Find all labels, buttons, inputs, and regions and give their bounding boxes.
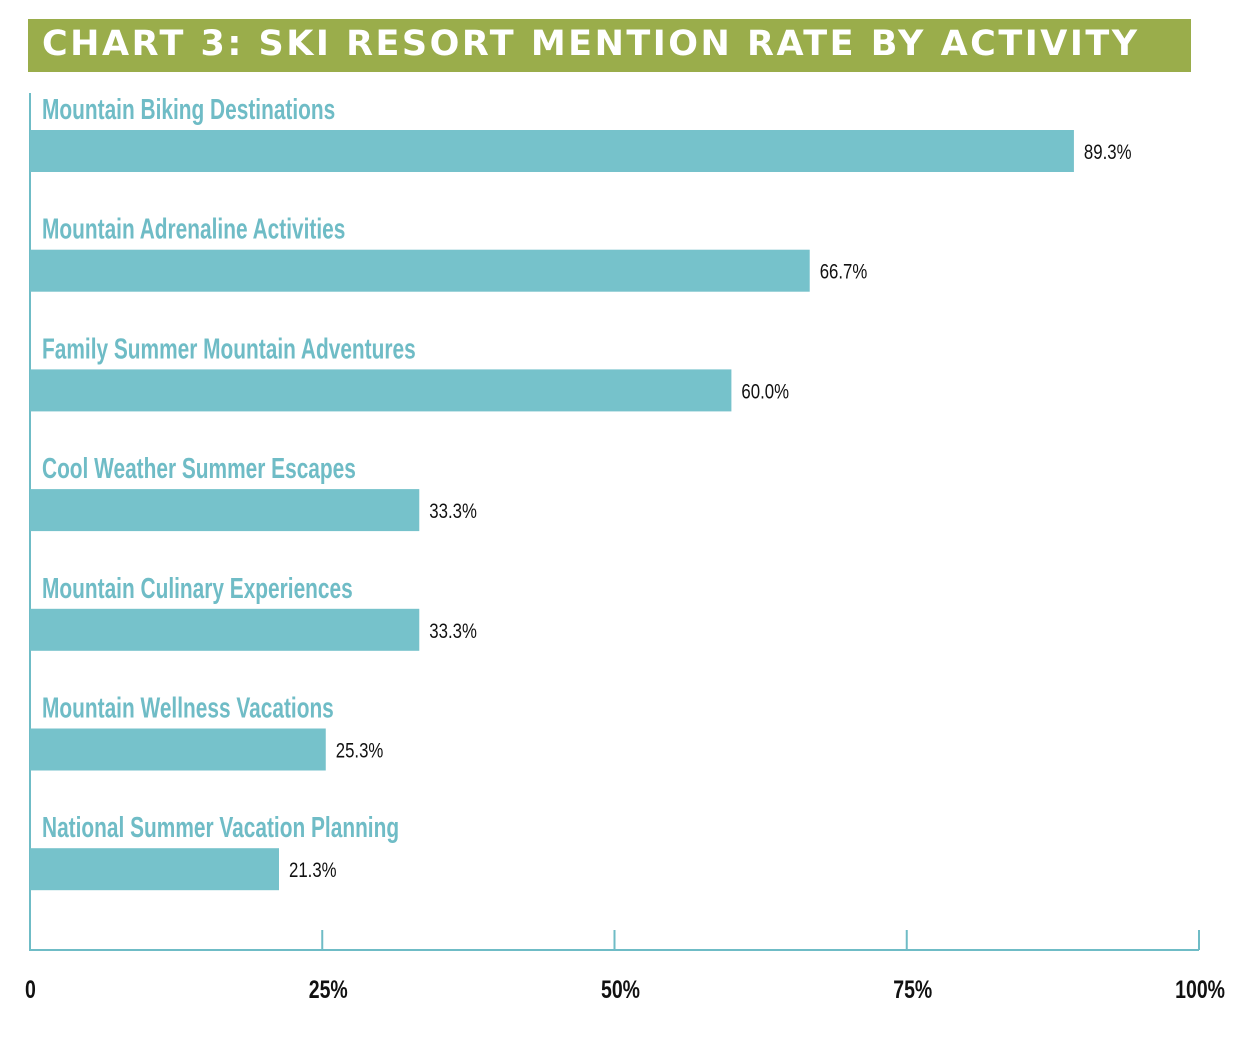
category-label: Cool Weather Summer Escapes [42, 453, 356, 485]
bar-value-label: 21.3% [289, 860, 337, 883]
title-banner: CHART 3: SKI RESORT MENTION RATE BY ACTI… [28, 19, 1191, 72]
x-tick-label: 25% [309, 976, 348, 1004]
bar [30, 130, 1074, 172]
x-tick-label: 100% [1175, 976, 1225, 1004]
x-tick-label: 75% [893, 976, 932, 1004]
category-label: Mountain Culinary Experiences [42, 573, 353, 605]
bar-value-label: 89.3% [1084, 141, 1132, 164]
bar [30, 728, 326, 771]
bar-value-label: 33.3% [429, 500, 477, 523]
bar-value-label: 66.7% [820, 261, 868, 284]
category-label: Mountain Wellness Vacations [42, 692, 334, 724]
category-label: Mountain Adrenaline Activities [42, 213, 345, 245]
bar [30, 369, 732, 412]
bar-value-label: 33.3% [429, 620, 477, 643]
category-label: Mountain Biking Destinations [42, 94, 335, 126]
x-tick-label: 0 [25, 976, 36, 1004]
bar [30, 848, 279, 891]
bar [30, 249, 810, 292]
x-tick-label: 50% [601, 976, 640, 1004]
category-label: Family Summer Mountain Adventures [42, 333, 416, 365]
bar-value-label: 25.3% [336, 740, 384, 763]
bar [30, 489, 420, 532]
bar [30, 608, 420, 651]
chart-title: CHART 3: SKI RESORT MENTION RATE BY ACTI… [42, 24, 1140, 64]
bar-value-label: 60.0% [741, 381, 789, 404]
category-label: National Summer Vacation Planning [42, 812, 399, 844]
